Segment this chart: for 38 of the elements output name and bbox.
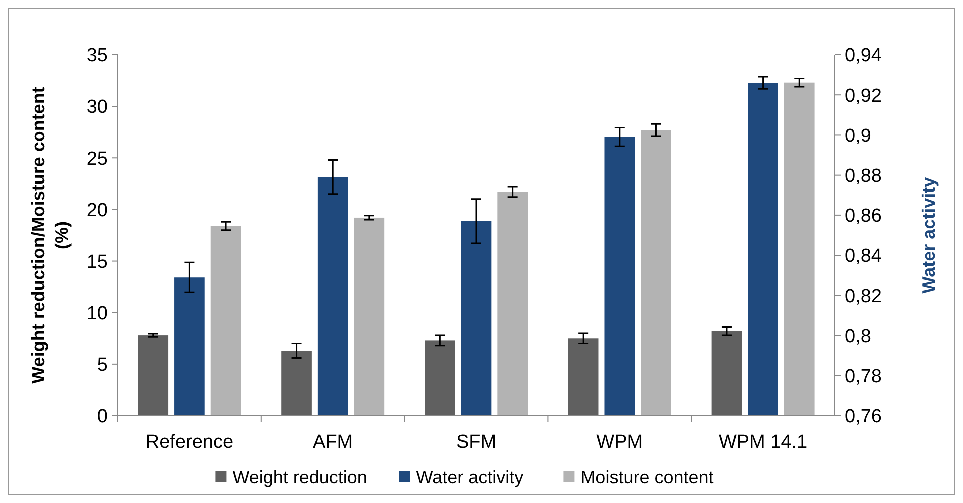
y2-axis-title: Water activity [919, 177, 939, 294]
bar [784, 82, 815, 416]
y2-tick-label: 0,82 [845, 286, 882, 308]
x-tick-label: WPM 14.1 [718, 432, 808, 453]
y2-tick-label: 0,84 [845, 246, 882, 268]
legend-label: Weight reduction [232, 467, 368, 488]
bar [425, 340, 456, 416]
x-tick-label: WPM [596, 432, 644, 453]
y-tick-label: 0 [97, 406, 108, 428]
y-tick-label: 15 [86, 252, 108, 273]
bar [354, 218, 385, 416]
y-tick-label: 10 [86, 304, 108, 325]
legend-label: Moisture content [580, 467, 714, 488]
x-tick-label: SFM [456, 432, 497, 453]
y-axis-title: Weight reduction/Moisture content (%) [28, 87, 72, 384]
bar [568, 338, 599, 416]
y2-tick-label: 0,88 [845, 166, 882, 187]
y2-tick-label: 0,78 [845, 366, 882, 388]
bar [138, 336, 169, 416]
bar [282, 351, 312, 416]
y-tick-label: 25 [86, 148, 108, 170]
bar [498, 192, 528, 416]
bar [210, 226, 242, 416]
y2-tick-label: 0,94 [845, 46, 882, 67]
y2-tick-label: 0,92 [845, 86, 882, 107]
y2-tick-label: 0,76 [845, 406, 882, 428]
y-tick-label: 35 [86, 46, 108, 67]
y-tick-label: 20 [86, 200, 108, 222]
bar [641, 130, 672, 416]
x-tick-label: AFM [313, 432, 354, 453]
legend-label: Water activity [416, 467, 524, 488]
y2-tick-label: 0,8 [845, 326, 872, 348]
y2-tick-label: 0,9 [845, 126, 872, 147]
y-tick-label: 5 [97, 355, 108, 376]
y-tick-label: 30 [86, 97, 108, 118]
x-tick-label: Reference [146, 432, 234, 453]
bar [712, 331, 742, 416]
y2-tick-label: 0,86 [845, 206, 882, 228]
